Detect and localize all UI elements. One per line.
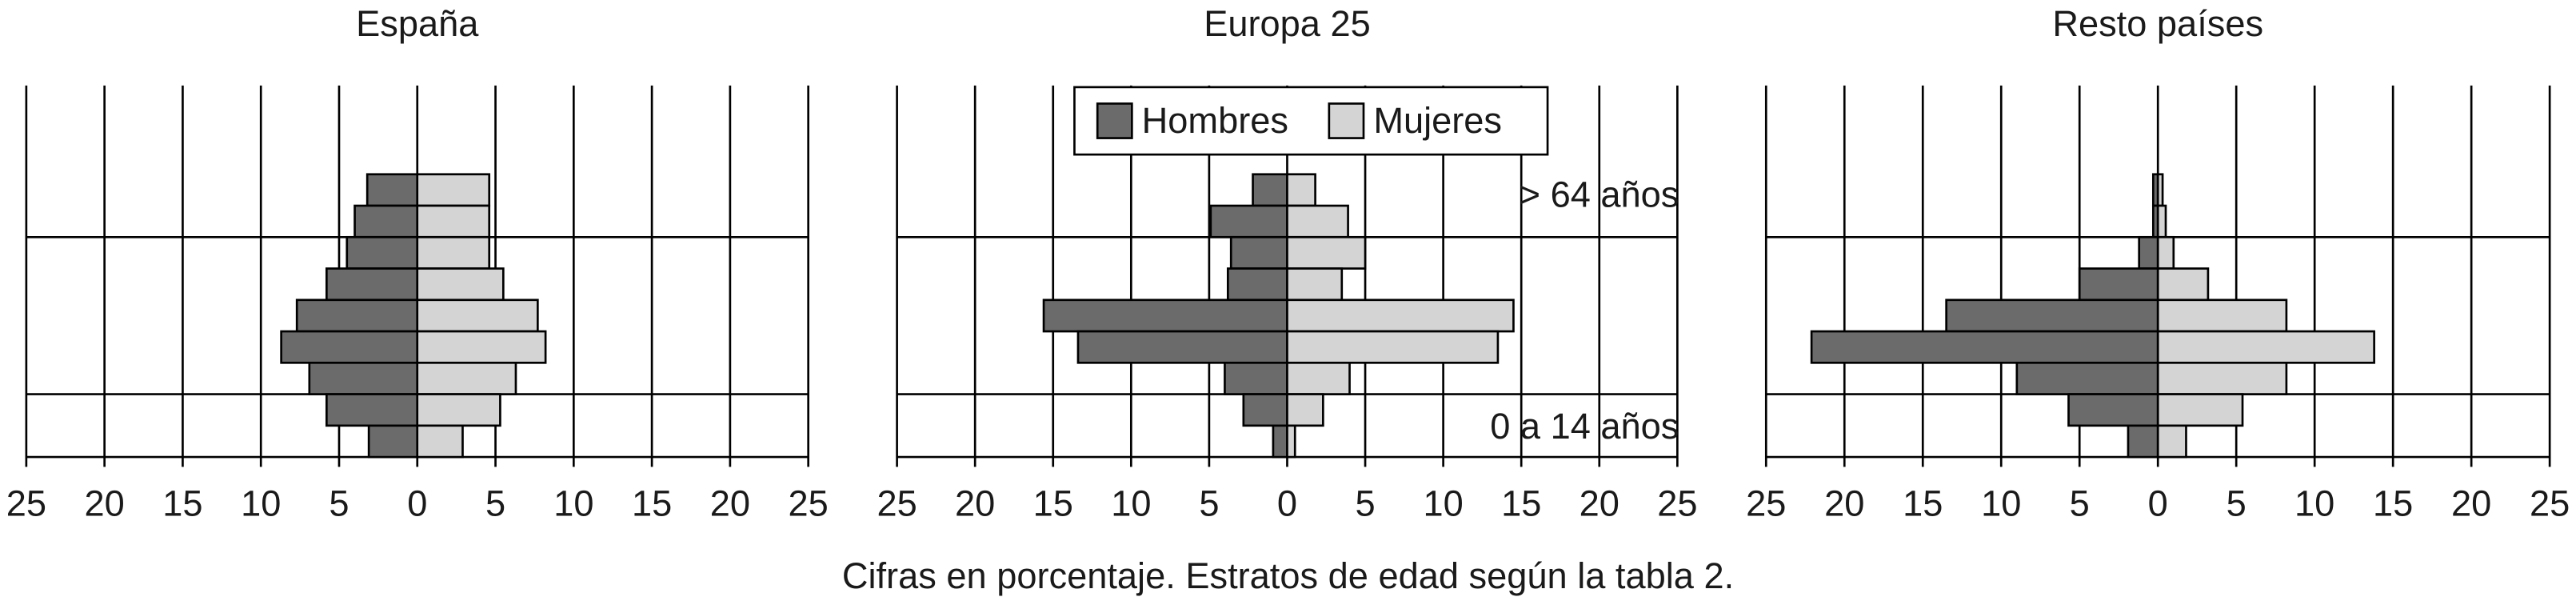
bar	[1286, 330, 1500, 364]
bar	[1286, 173, 1316, 207]
bar	[1076, 330, 1288, 364]
x-tick-label: 20	[1580, 483, 1619, 524]
bar	[1272, 424, 1288, 459]
bar	[325, 267, 419, 302]
x-tick-label: 20	[85, 483, 125, 524]
x-tick-label: 10	[1981, 483, 2021, 524]
bar	[1286, 267, 1344, 302]
x-tick-label: 10	[2294, 483, 2334, 524]
annotation: 0 a 14 años	[1490, 406, 1679, 447]
bar	[2156, 330, 2375, 364]
bar	[1242, 393, 1288, 427]
bar	[1286, 298, 1515, 333]
bar	[1252, 173, 1288, 207]
bar	[1286, 204, 1349, 238]
x-tick-label: 5	[2227, 483, 2247, 524]
bar	[353, 204, 419, 238]
legend-box	[1073, 86, 1549, 156]
bar	[2015, 361, 2159, 395]
bar	[280, 330, 419, 364]
x-tick-label: 20	[710, 483, 750, 524]
x-tick-label: 25	[1657, 483, 1697, 524]
x-tick-label: 25	[1746, 483, 1786, 524]
bar	[1042, 298, 1288, 333]
bar	[1229, 235, 1288, 270]
bar	[1209, 204, 1288, 238]
x-tick-label: 5	[1355, 483, 1375, 524]
bar	[345, 235, 419, 270]
x-tick-label: 25	[2530, 483, 2570, 524]
bar	[308, 361, 419, 395]
bar	[1810, 330, 2159, 364]
bar	[2127, 424, 2159, 459]
legend-swatch	[1328, 102, 1365, 139]
x-tick-label: 15	[632, 483, 672, 524]
x-tick-label: 15	[2373, 483, 2413, 524]
bar	[367, 424, 419, 459]
bar	[2156, 173, 2164, 207]
bar	[416, 361, 517, 395]
x-tick-label: 20	[1824, 483, 1864, 524]
bar	[416, 235, 491, 270]
x-tick-label: 10	[1111, 483, 1151, 524]
bar	[2156, 361, 2288, 395]
x-tick-label: 0	[2148, 483, 2168, 524]
chart-title: España	[356, 3, 479, 44]
bar	[416, 330, 547, 364]
bar	[325, 393, 419, 427]
x-tick-label: 5	[2070, 483, 2090, 524]
bar	[295, 298, 419, 333]
x-tick-label: 25	[789, 483, 829, 524]
bar	[2156, 235, 2175, 270]
chart-title: Resto países	[2052, 3, 2263, 44]
x-tick-label: 5	[1199, 483, 1219, 524]
x-tick-label: 15	[1501, 483, 1541, 524]
x-tick-label: 10	[241, 483, 281, 524]
bar	[365, 173, 419, 207]
x-tick-label: 5	[329, 483, 349, 524]
x-tick-label: 20	[2451, 483, 2491, 524]
bar	[1224, 361, 1288, 395]
bar	[2156, 393, 2244, 427]
bar	[416, 393, 501, 427]
x-tick-label: 20	[955, 483, 995, 524]
bar	[1286, 424, 1296, 459]
bar	[416, 298, 539, 333]
x-tick-label: 15	[1903, 483, 1943, 524]
x-tick-label: 0	[1277, 483, 1297, 524]
bar	[416, 204, 491, 238]
bar	[1286, 393, 1324, 427]
x-tick-label: 10	[553, 483, 593, 524]
x-tick-label: 5	[485, 483, 505, 524]
x-tick-label: 15	[162, 483, 202, 524]
bar	[2156, 267, 2210, 302]
bar	[416, 173, 491, 207]
x-tick-label: 15	[1033, 483, 1073, 524]
legend-label: Hombres	[1142, 100, 1288, 141]
bar	[2067, 393, 2159, 427]
bar	[1226, 267, 1288, 302]
bar	[2156, 424, 2187, 459]
legend-label: Mujeres	[1373, 100, 1502, 141]
x-tick-label: 25	[877, 483, 917, 524]
bar	[1286, 235, 1367, 270]
x-tick-label: 25	[6, 483, 46, 524]
bar	[1945, 298, 2159, 333]
x-tick-label: 0	[407, 483, 427, 524]
bar	[2156, 298, 2288, 333]
x-tick-label: 10	[1423, 483, 1463, 524]
legend-swatch	[1096, 102, 1133, 139]
bar	[2078, 267, 2159, 302]
bar	[1286, 361, 1351, 395]
bar	[416, 424, 464, 459]
chart-title: Europa 25	[1204, 3, 1371, 44]
caption: Cifras en porcentaje. Estratos de edad s…	[842, 555, 1734, 596]
bar	[416, 267, 505, 302]
bar	[2138, 235, 2159, 270]
bar	[2156, 204, 2167, 238]
annotation: > 64 años	[1520, 174, 1679, 214]
